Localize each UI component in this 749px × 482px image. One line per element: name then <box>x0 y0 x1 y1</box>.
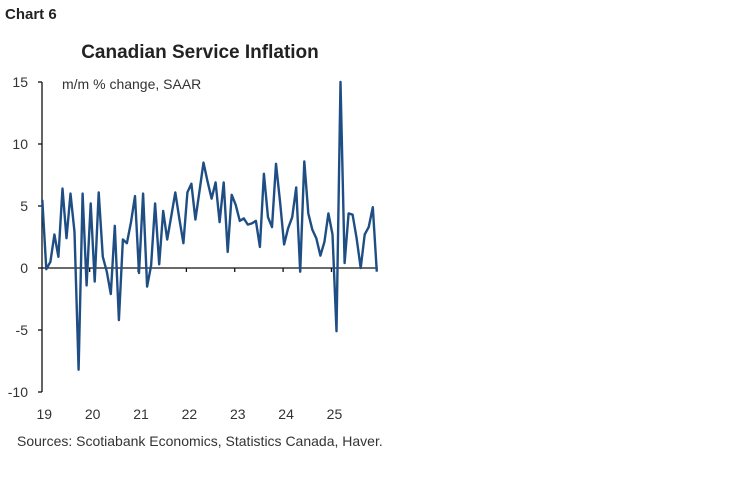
x-tick-label: 20 <box>85 406 101 422</box>
y-tick-label: 15 <box>12 74 28 90</box>
x-tick-label: 23 <box>230 406 246 422</box>
y-tick-label: -10 <box>8 384 28 400</box>
chart-number-label: Chart 6 <box>5 6 57 23</box>
x-tick-label: 25 <box>327 406 343 422</box>
chart-title: Canadian Service Inflation <box>81 42 319 63</box>
chart-subtitle: m/m % change, SAAR <box>62 76 201 92</box>
x-tick-label: 24 <box>278 406 294 422</box>
x-tick-label: 21 <box>133 406 149 422</box>
series-line <box>41 80 378 371</box>
y-tick-label: 0 <box>20 260 28 276</box>
x-tick-label: 19 <box>37 406 53 422</box>
y-tick-label: 10 <box>12 136 28 152</box>
source-note: Sources: Scotiabank Economics, Statistic… <box>17 433 383 449</box>
y-tick-label: -5 <box>16 322 29 338</box>
x-tick-label: 22 <box>182 406 198 422</box>
y-tick-label: 5 <box>20 198 28 214</box>
